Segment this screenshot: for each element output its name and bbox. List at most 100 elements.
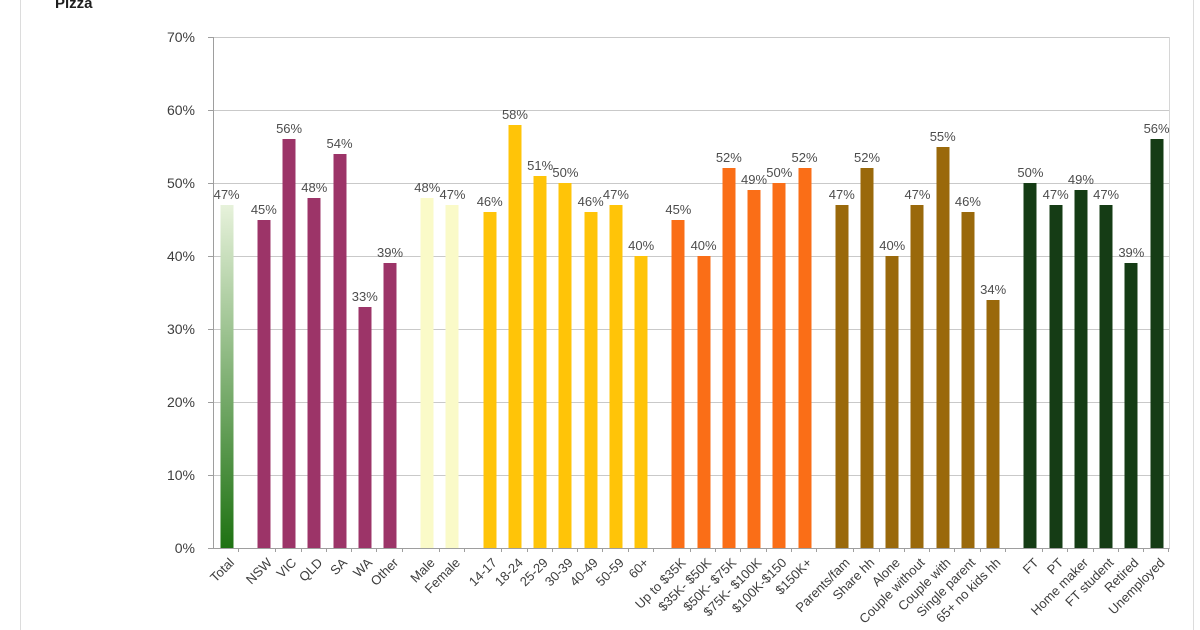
x-axis-tick — [602, 548, 604, 552]
x-axis-tick — [652, 548, 654, 552]
chart-title: Pizza — [55, 0, 93, 12]
value-label: 40% — [628, 238, 655, 254]
y-axis-tick — [208, 183, 213, 184]
bar-wa — [358, 307, 372, 548]
x-axis-tick — [501, 548, 503, 552]
y-axis-label: 30% — [166, 320, 195, 337]
value-label: 56% — [276, 121, 303, 137]
y-axis-tick — [208, 110, 213, 111]
value-label: 56% — [1143, 121, 1170, 137]
bar-slot: 39% Other — [367, 37, 404, 588]
value-label: 47% — [1093, 186, 1120, 202]
y-axis-tick — [208, 256, 213, 257]
y-axis-tick — [208, 402, 213, 403]
value-label: 50% — [552, 165, 579, 180]
y-axis-label: 60% — [166, 101, 195, 118]
bar-14-17 — [483, 212, 497, 548]
bar-75k-100k — [747, 190, 761, 548]
bar-slot: 55% Couple with — [895, 37, 956, 614]
bar-retired — [1124, 263, 1138, 548]
x-axis-tick — [577, 548, 579, 552]
bar-slot: 51% 25-29 — [517, 37, 554, 589]
bar-slot: 47% PT — [1042, 37, 1069, 577]
y-axis-tick — [208, 37, 213, 38]
value-label: 39% — [1118, 245, 1145, 261]
bar-slot: 46% Single parent — [914, 37, 981, 620]
y-axis-label: 20% — [166, 394, 195, 410]
value-label: 45% — [665, 201, 692, 217]
value-label: 48% — [301, 179, 328, 195]
bar-qld — [307, 197, 321, 548]
x-axis-tick — [438, 548, 440, 552]
value-label: 39% — [377, 245, 404, 261]
bar-couple-without — [910, 204, 924, 548]
value-label: 58% — [501, 106, 528, 122]
x-axis-tick — [765, 548, 767, 552]
bar-slot: 46% 40-49 — [567, 37, 604, 589]
x-axis-tick — [401, 548, 403, 552]
y-axis-label: 0% — [174, 540, 195, 556]
bar-sa — [333, 153, 347, 548]
bar-parents-fam — [835, 204, 849, 548]
bar-up-to-35k — [671, 219, 685, 548]
gridline — [214, 256, 1169, 257]
gridline — [214, 110, 1169, 111]
value-label: 55% — [929, 128, 956, 144]
x-axis-tick — [376, 548, 378, 552]
bar-other — [383, 263, 397, 548]
bar-30-39 — [558, 183, 572, 548]
bar-150k — [798, 168, 812, 548]
x-axis-tick — [878, 548, 880, 552]
y-axis-tick — [208, 329, 213, 330]
bar-35k-50k — [697, 256, 711, 548]
bar-slot: 54% SA — [327, 37, 353, 578]
value-label: 40% — [690, 238, 717, 254]
value-label: 45% — [250, 201, 277, 217]
bar-slot: 56% Unemployed — [1105, 37, 1170, 617]
bar-50k-75k — [722, 168, 736, 548]
value-label: 47% — [213, 186, 240, 202]
value-label: 47% — [1042, 186, 1069, 202]
bar-slot: 47% FT student — [1062, 37, 1120, 609]
value-label: 46% — [476, 194, 503, 210]
bar-slot: 49% $75K- $100K — [700, 37, 767, 619]
bar-slot: 47% Total — [207, 37, 240, 585]
x-axis-tick — [979, 548, 981, 552]
bar-slot: 40% Alone — [869, 37, 906, 589]
value-label: 46% — [577, 194, 604, 210]
x-axis-tick — [1168, 548, 1170, 552]
y-axis-tick — [208, 548, 213, 549]
x-axis-tick — [903, 548, 905, 552]
plot-area: 47% Total 45% NSW 56% VIC 48% QLD 54% SA 33% WA 39% O… — [207, 37, 1170, 627]
gridline — [214, 402, 1169, 403]
x-axis-tick — [464, 548, 466, 552]
bar-slot: 45% Up to $35K — [632, 37, 692, 612]
bar-slot: 46% 14-17 — [466, 37, 503, 589]
bar-slot: 52% $150K+ — [773, 37, 818, 597]
y-axis-label: 70% — [166, 29, 195, 45]
value-label: 34% — [980, 281, 1007, 297]
y-axis: 70% 60% 50% 40% 30% 20% 10% 0% — [138, 29, 204, 556]
bar-pt — [1049, 204, 1063, 548]
bar-ft-student — [1099, 204, 1113, 548]
x-axis-tick — [853, 548, 855, 552]
bar-50-59 — [609, 204, 623, 548]
bar-slot: 56% VIC — [274, 37, 303, 581]
x-axis-tick — [929, 548, 931, 552]
bar-slot: 50% FT — [1017, 37, 1043, 577]
bar-slot: 47% 50-59 — [592, 37, 629, 589]
x-axis-tick — [551, 548, 553, 552]
bar-male — [420, 197, 434, 548]
bar-single-parent — [961, 212, 975, 548]
x-axis-tick — [275, 548, 277, 552]
x-axis-tick — [816, 548, 818, 552]
bar-slot: 47% Couple without — [857, 37, 931, 627]
y-axis-tick — [208, 475, 213, 476]
bar-slot: 47% Parents/fam — [792, 37, 855, 615]
y-axis-label: 50% — [166, 174, 195, 191]
x-axis-tick — [238, 548, 240, 552]
bar-slot: 49% Home maker — [1028, 37, 1094, 618]
x-axis-tick — [689, 548, 691, 552]
bar-60 — [634, 256, 648, 548]
